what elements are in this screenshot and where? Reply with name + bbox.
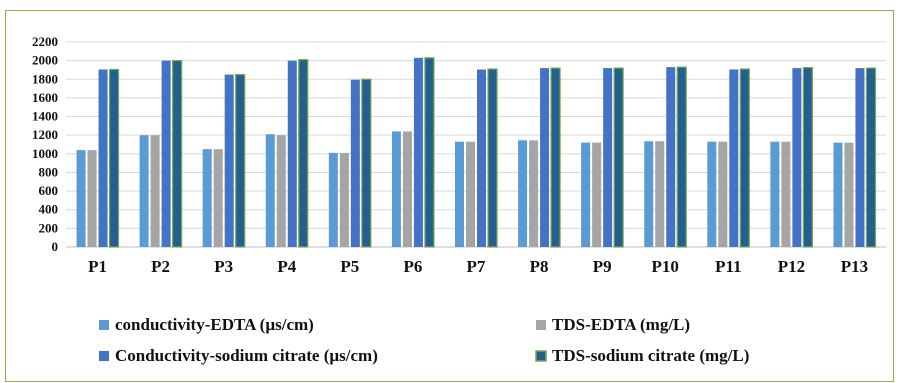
bar-3-p6 bbox=[413, 57, 423, 247]
y-tick-label: 800 bbox=[39, 164, 59, 179]
bar-3-p13 bbox=[855, 68, 865, 247]
bar-4-p4 bbox=[298, 59, 309, 248]
bar-2-p12 bbox=[781, 141, 791, 247]
x-category-label: P3 bbox=[214, 257, 233, 276]
bar-2-p8 bbox=[529, 140, 539, 247]
bar-2-p1 bbox=[87, 150, 97, 247]
bar-4-p5 bbox=[361, 78, 372, 248]
x-category-label: P12 bbox=[778, 257, 805, 276]
bar-1-p6 bbox=[391, 131, 401, 247]
y-tick-label: 2000 bbox=[32, 53, 58, 68]
bar-2-p11 bbox=[718, 141, 728, 247]
bar-1-p12 bbox=[770, 141, 780, 247]
bar-1-p10 bbox=[644, 141, 654, 247]
bar-chart: 0 200 400 600 800 1000 1200 1400 1600 1800 2000 220… bbox=[32, 34, 886, 365]
x-axis-categories: P1 P2 P3 P4 P5 P6 P7 P8 P9 P10 P11 P12 P13 bbox=[88, 257, 868, 276]
legend-swatch bbox=[99, 320, 109, 330]
bar-1-p1 bbox=[76, 150, 86, 247]
legend-swatch bbox=[535, 350, 547, 362]
x-category-label: P1 bbox=[88, 257, 107, 276]
bar-1-p4 bbox=[265, 134, 275, 247]
bar-3-p2 bbox=[161, 60, 171, 247]
bar-4-p10 bbox=[676, 66, 687, 248]
bar-3-p1 bbox=[98, 69, 108, 247]
bar-3-p10 bbox=[666, 67, 676, 247]
bar-2-p7 bbox=[466, 141, 475, 247]
x-category-label: P6 bbox=[403, 257, 422, 276]
bar-3-p12 bbox=[792, 68, 802, 247]
y-tick-label: 1400 bbox=[32, 109, 58, 124]
x-category-label: P8 bbox=[530, 257, 549, 276]
x-category-label: P7 bbox=[467, 257, 486, 276]
legend-label: Conductivity-sodium citrate (µs/cm) bbox=[115, 346, 378, 365]
bar-1-p7 bbox=[455, 141, 464, 247]
y-tick-label: 200 bbox=[39, 220, 59, 235]
bar-2-p9 bbox=[592, 142, 602, 247]
bar-4-p11 bbox=[739, 68, 750, 248]
bar-4-p6 bbox=[424, 57, 435, 248]
bar-2-p5 bbox=[339, 152, 349, 247]
bar-3-p11 bbox=[729, 69, 739, 247]
chart-frame: 0 200 400 600 800 1000 1200 1400 1600 1800 2000 220… bbox=[5, 10, 894, 382]
bar-3-p3 bbox=[224, 74, 234, 247]
bar-1-p11 bbox=[707, 141, 717, 247]
x-category-label: P10 bbox=[652, 257, 679, 276]
bar-4-p3 bbox=[235, 74, 246, 248]
legend-label: TDS-EDTA (mg/L) bbox=[552, 315, 690, 334]
x-category-label: P11 bbox=[715, 257, 741, 276]
bar-2-p3 bbox=[213, 149, 223, 247]
bar-1-p3 bbox=[202, 149, 212, 247]
y-tick-label: 2200 bbox=[32, 34, 58, 49]
bars bbox=[76, 57, 877, 248]
y-tick-label: 1600 bbox=[32, 90, 58, 105]
bar-3-p4 bbox=[287, 60, 297, 247]
legend-label: TDS-sodium citrate (mg/L) bbox=[552, 346, 749, 365]
gridlines bbox=[66, 41, 886, 248]
bar-4-p2 bbox=[172, 60, 183, 248]
y-tick-label: 1200 bbox=[32, 127, 58, 142]
bar-2-p4 bbox=[276, 135, 286, 247]
bar-3-p5 bbox=[350, 79, 360, 247]
bar-4-p8 bbox=[550, 67, 561, 248]
x-category-label: P4 bbox=[277, 257, 296, 276]
y-tick-label: 400 bbox=[39, 202, 59, 217]
bar-2-p2 bbox=[150, 135, 160, 247]
bar-2-p6 bbox=[402, 131, 412, 247]
bar-3-p8 bbox=[540, 68, 550, 247]
y-tick-label: 1000 bbox=[32, 146, 58, 161]
bar-1-p13 bbox=[833, 142, 843, 247]
bar-3-p9 bbox=[603, 68, 613, 247]
bar-3-p7 bbox=[477, 69, 486, 247]
bar-2-p13 bbox=[844, 142, 854, 247]
x-category-label: P5 bbox=[340, 257, 359, 276]
bar-4-p9 bbox=[613, 67, 624, 248]
bar-4-p7 bbox=[487, 68, 498, 248]
bar-4-p13 bbox=[865, 67, 877, 248]
legend-swatch bbox=[536, 320, 546, 330]
legend: conductivity-EDTA (µs/cm) TDS-EDTA (mg/L)… bbox=[99, 315, 749, 365]
bar-4-p1 bbox=[108, 68, 120, 248]
y-tick-label: 0 bbox=[52, 239, 59, 254]
bar-1-p8 bbox=[518, 140, 528, 247]
bar-2-p10 bbox=[655, 141, 665, 247]
y-axis-ticks: 0 200 400 600 800 1000 1200 1400 1600 1800 2000 220… bbox=[32, 34, 58, 254]
legend-swatch bbox=[99, 351, 109, 361]
bar-4-p12 bbox=[802, 67, 813, 248]
bar-1-p2 bbox=[139, 135, 149, 247]
x-category-label: P2 bbox=[151, 257, 170, 276]
x-category-label: P9 bbox=[593, 257, 612, 276]
y-tick-label: 1800 bbox=[32, 71, 58, 86]
bar-1-p5 bbox=[328, 152, 338, 247]
legend-label: conductivity-EDTA (µs/cm) bbox=[115, 315, 314, 334]
y-tick-label: 600 bbox=[39, 183, 59, 198]
bar-1-p9 bbox=[581, 142, 591, 247]
x-category-label: P13 bbox=[841, 257, 868, 276]
